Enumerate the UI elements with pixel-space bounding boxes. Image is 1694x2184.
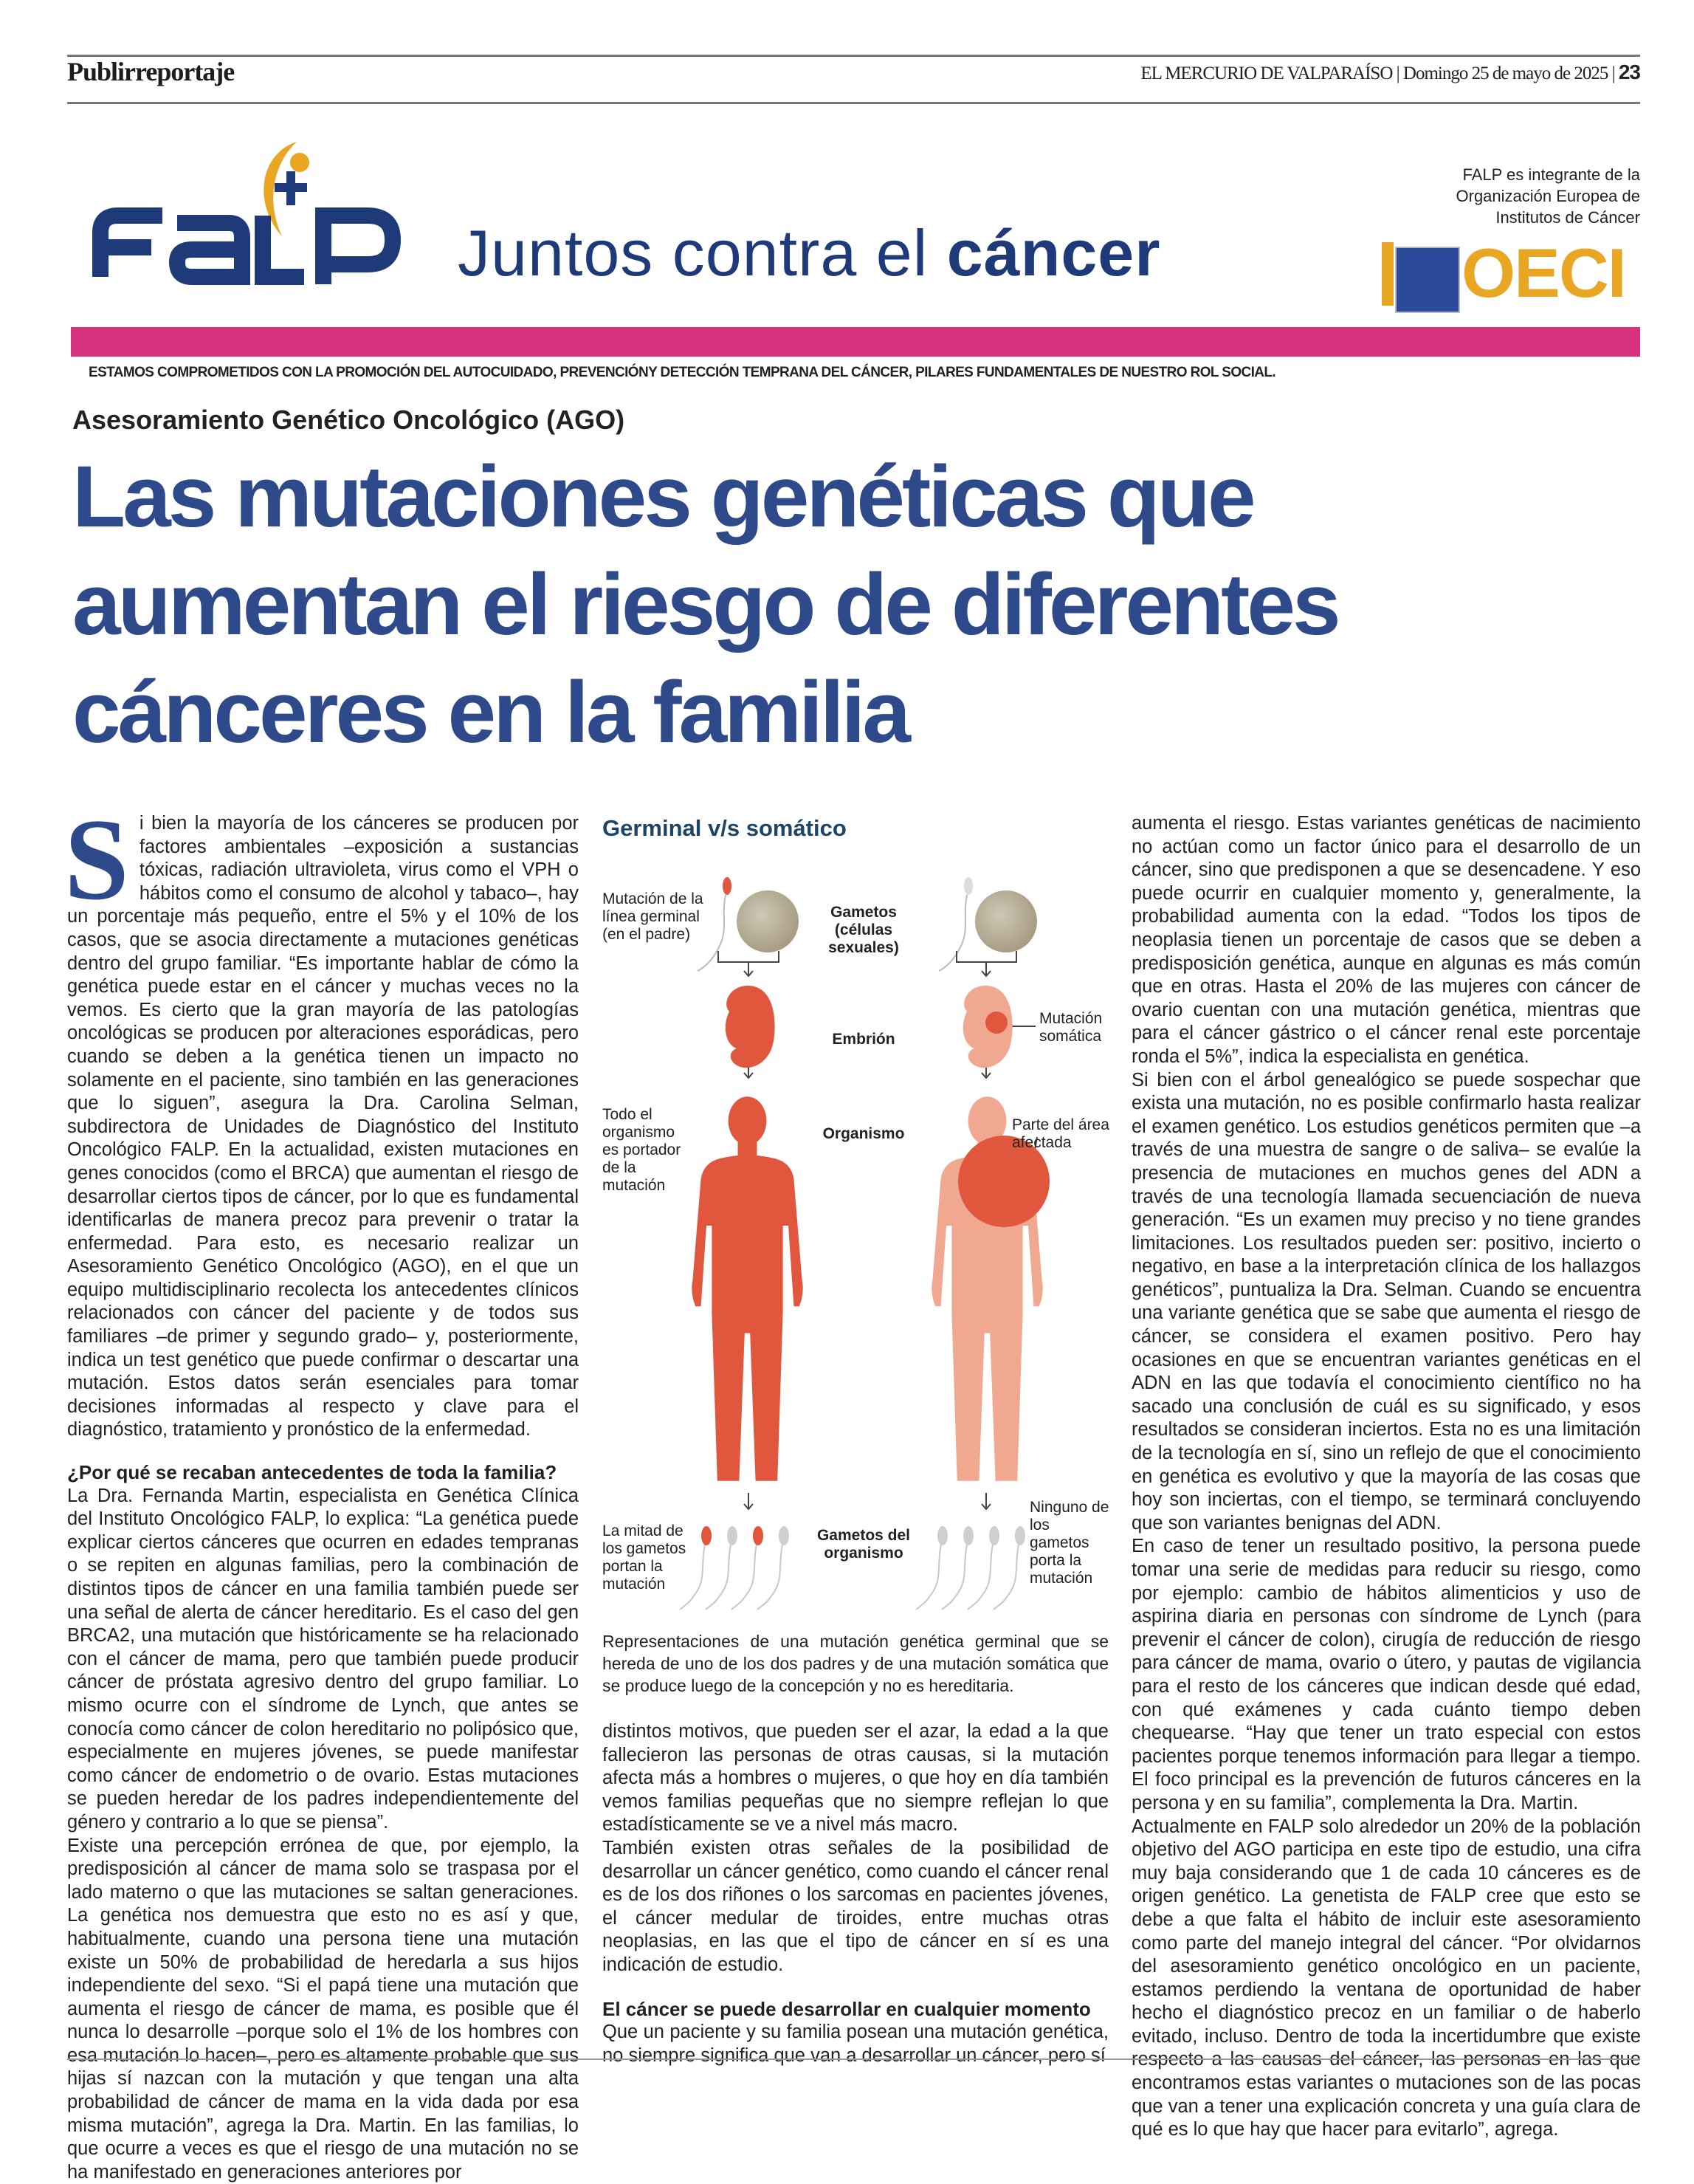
gamete-healthy — [941, 1526, 974, 1610]
paragraph: La Dra. Fernanda Martin, especialista en… — [67, 1485, 579, 1833]
somatic-mutation-spot — [985, 1012, 1008, 1034]
top-rule — [67, 55, 1640, 57]
subheading: ¿Por qué se recaban antecedentes de toda… — [67, 1461, 557, 1484]
egg-cell-icon — [975, 890, 1037, 952]
label-germline-mutation: Mutación de la línea germinal (en el pad… — [602, 890, 703, 943]
headline-line-1: Las mutaciones genéticas que — [72, 448, 1256, 546]
oeci-logo-bar — [1382, 242, 1394, 306]
page-number: 23 — [1618, 61, 1641, 83]
publication-name: EL MERCURIO DE VALPARAÍSO — [1140, 63, 1393, 83]
kicker: Asesoramiento Genético Oncológico (AGO) — [72, 405, 625, 435]
paragraph: Si bien con el árbol genealógico se pued… — [1132, 1069, 1641, 1534]
infographic-drawing — [679, 877, 1050, 1610]
sperm-mutated-icon — [697, 877, 731, 972]
slogan: Juntos contra el cáncer — [458, 216, 1160, 291]
paragraph: También existen otras señales de la posi… — [602, 1837, 1109, 1975]
falp-logo-graphic — [92, 142, 402, 285]
gamete-mutated — [679, 1526, 712, 1610]
paragraph-text: i bien la mayoría de los cánceres se pro… — [67, 813, 579, 1440]
headline-line-2: aumentan el riesgo de diferentes — [72, 556, 1341, 653]
drop-cap: S — [64, 795, 129, 924]
bottom-rule — [67, 2058, 1640, 2060]
paragraph: En caso de tener un resultado positivo, … — [1132, 1536, 1641, 1813]
falp-logo — [89, 133, 428, 288]
paragraph: Que un paciente y su familia posean una … — [602, 2022, 1109, 2066]
label-embryo: Embrión — [832, 1031, 895, 1048]
label-no-gametes: Ninguno de los gametos porta la mutación — [1030, 1499, 1109, 1587]
body-germinal-icon — [692, 1096, 803, 1481]
paragraph: Actualmente en FALP solo alrededor un 20… — [1132, 1816, 1641, 2140]
infographic-germinal-vs-somatic: Germinal v/s somático — [594, 812, 1118, 1624]
oeci-membership-note: FALP es integrante de la Organización Eu… — [1456, 165, 1641, 227]
subheading: El cáncer se puede desarrollar en cualqu… — [602, 1997, 1091, 2020]
infographic-caption: Representaciones de una mutación genétic… — [602, 1632, 1109, 1695]
oeci-logo-text: OECI — [1461, 234, 1627, 312]
headline-line-3: cánceres en la familia — [72, 664, 911, 761]
label-organism-gametes: Gametos del organismo — [816, 1527, 911, 1562]
gamete-healthy — [705, 1526, 737, 1610]
paragraph: distintos motivos, que pueden ser el aza… — [602, 1721, 1109, 1836]
label-gametes: Gametos (células sexuales) — [828, 904, 899, 956]
paragraph: aumenta el riesgo. Estas variantes genét… — [1132, 813, 1641, 1067]
paragraph: Existe una percepción errónea de que, po… — [67, 1835, 579, 2183]
egg-cell-icon — [737, 890, 799, 952]
bracket-arrow-icon — [717, 951, 1038, 1511]
label-whole-organism: Todo el organismo es portador de la muta… — [602, 1106, 681, 1194]
section-label: Publirreportaje — [67, 57, 235, 86]
gamete-healthy — [967, 1526, 999, 1610]
europe-map-icon — [1395, 247, 1460, 313]
slogan-bold: cáncer — [946, 216, 1161, 289]
affected-area — [958, 1136, 1050, 1227]
slogan-regular: Juntos contra el — [458, 216, 947, 289]
tagline: ESTAMOS COMPROMETIDOS CON LA PROMOCIÓN D… — [89, 365, 1276, 380]
gamete-healthy — [915, 1526, 948, 1610]
organism-gametes-icon — [679, 1526, 1025, 1610]
label-somatic-mutation: Mutación somática — [1039, 1010, 1103, 1045]
header-rule — [67, 102, 1640, 104]
label-half-gametes: La mitad de los gametos portan la mutaci… — [602, 1522, 686, 1593]
sperm-healthy-icon — [938, 877, 973, 972]
gamete-healthy — [993, 1526, 1025, 1610]
column-3: aumenta el riesgo. Estas variantes genét… — [1132, 812, 1641, 2142]
brand-color-bar — [71, 327, 1640, 357]
infographic-title: Germinal v/s somático — [602, 815, 847, 841]
masthead: EL MERCURIO DE VALPARAÍSO | Domingo 25 d… — [1140, 61, 1641, 83]
embryo-mutated-icon — [725, 986, 775, 1068]
oeci-logo: OECI — [1382, 236, 1640, 313]
gamete-mutated — [731, 1526, 763, 1610]
gamete-healthy — [757, 1526, 789, 1610]
issue-date: Domingo 25 de mayo de 2025 — [1402, 63, 1608, 83]
column-2: distintos motivos, que pueden ser el aza… — [602, 1720, 1109, 2067]
label-affected-area: Parte del área afectada — [1012, 1116, 1109, 1151]
headline: Las mutaciones genéticas que aumentan el… — [72, 443, 1659, 766]
label-organism: Organismo — [822, 1125, 905, 1142]
